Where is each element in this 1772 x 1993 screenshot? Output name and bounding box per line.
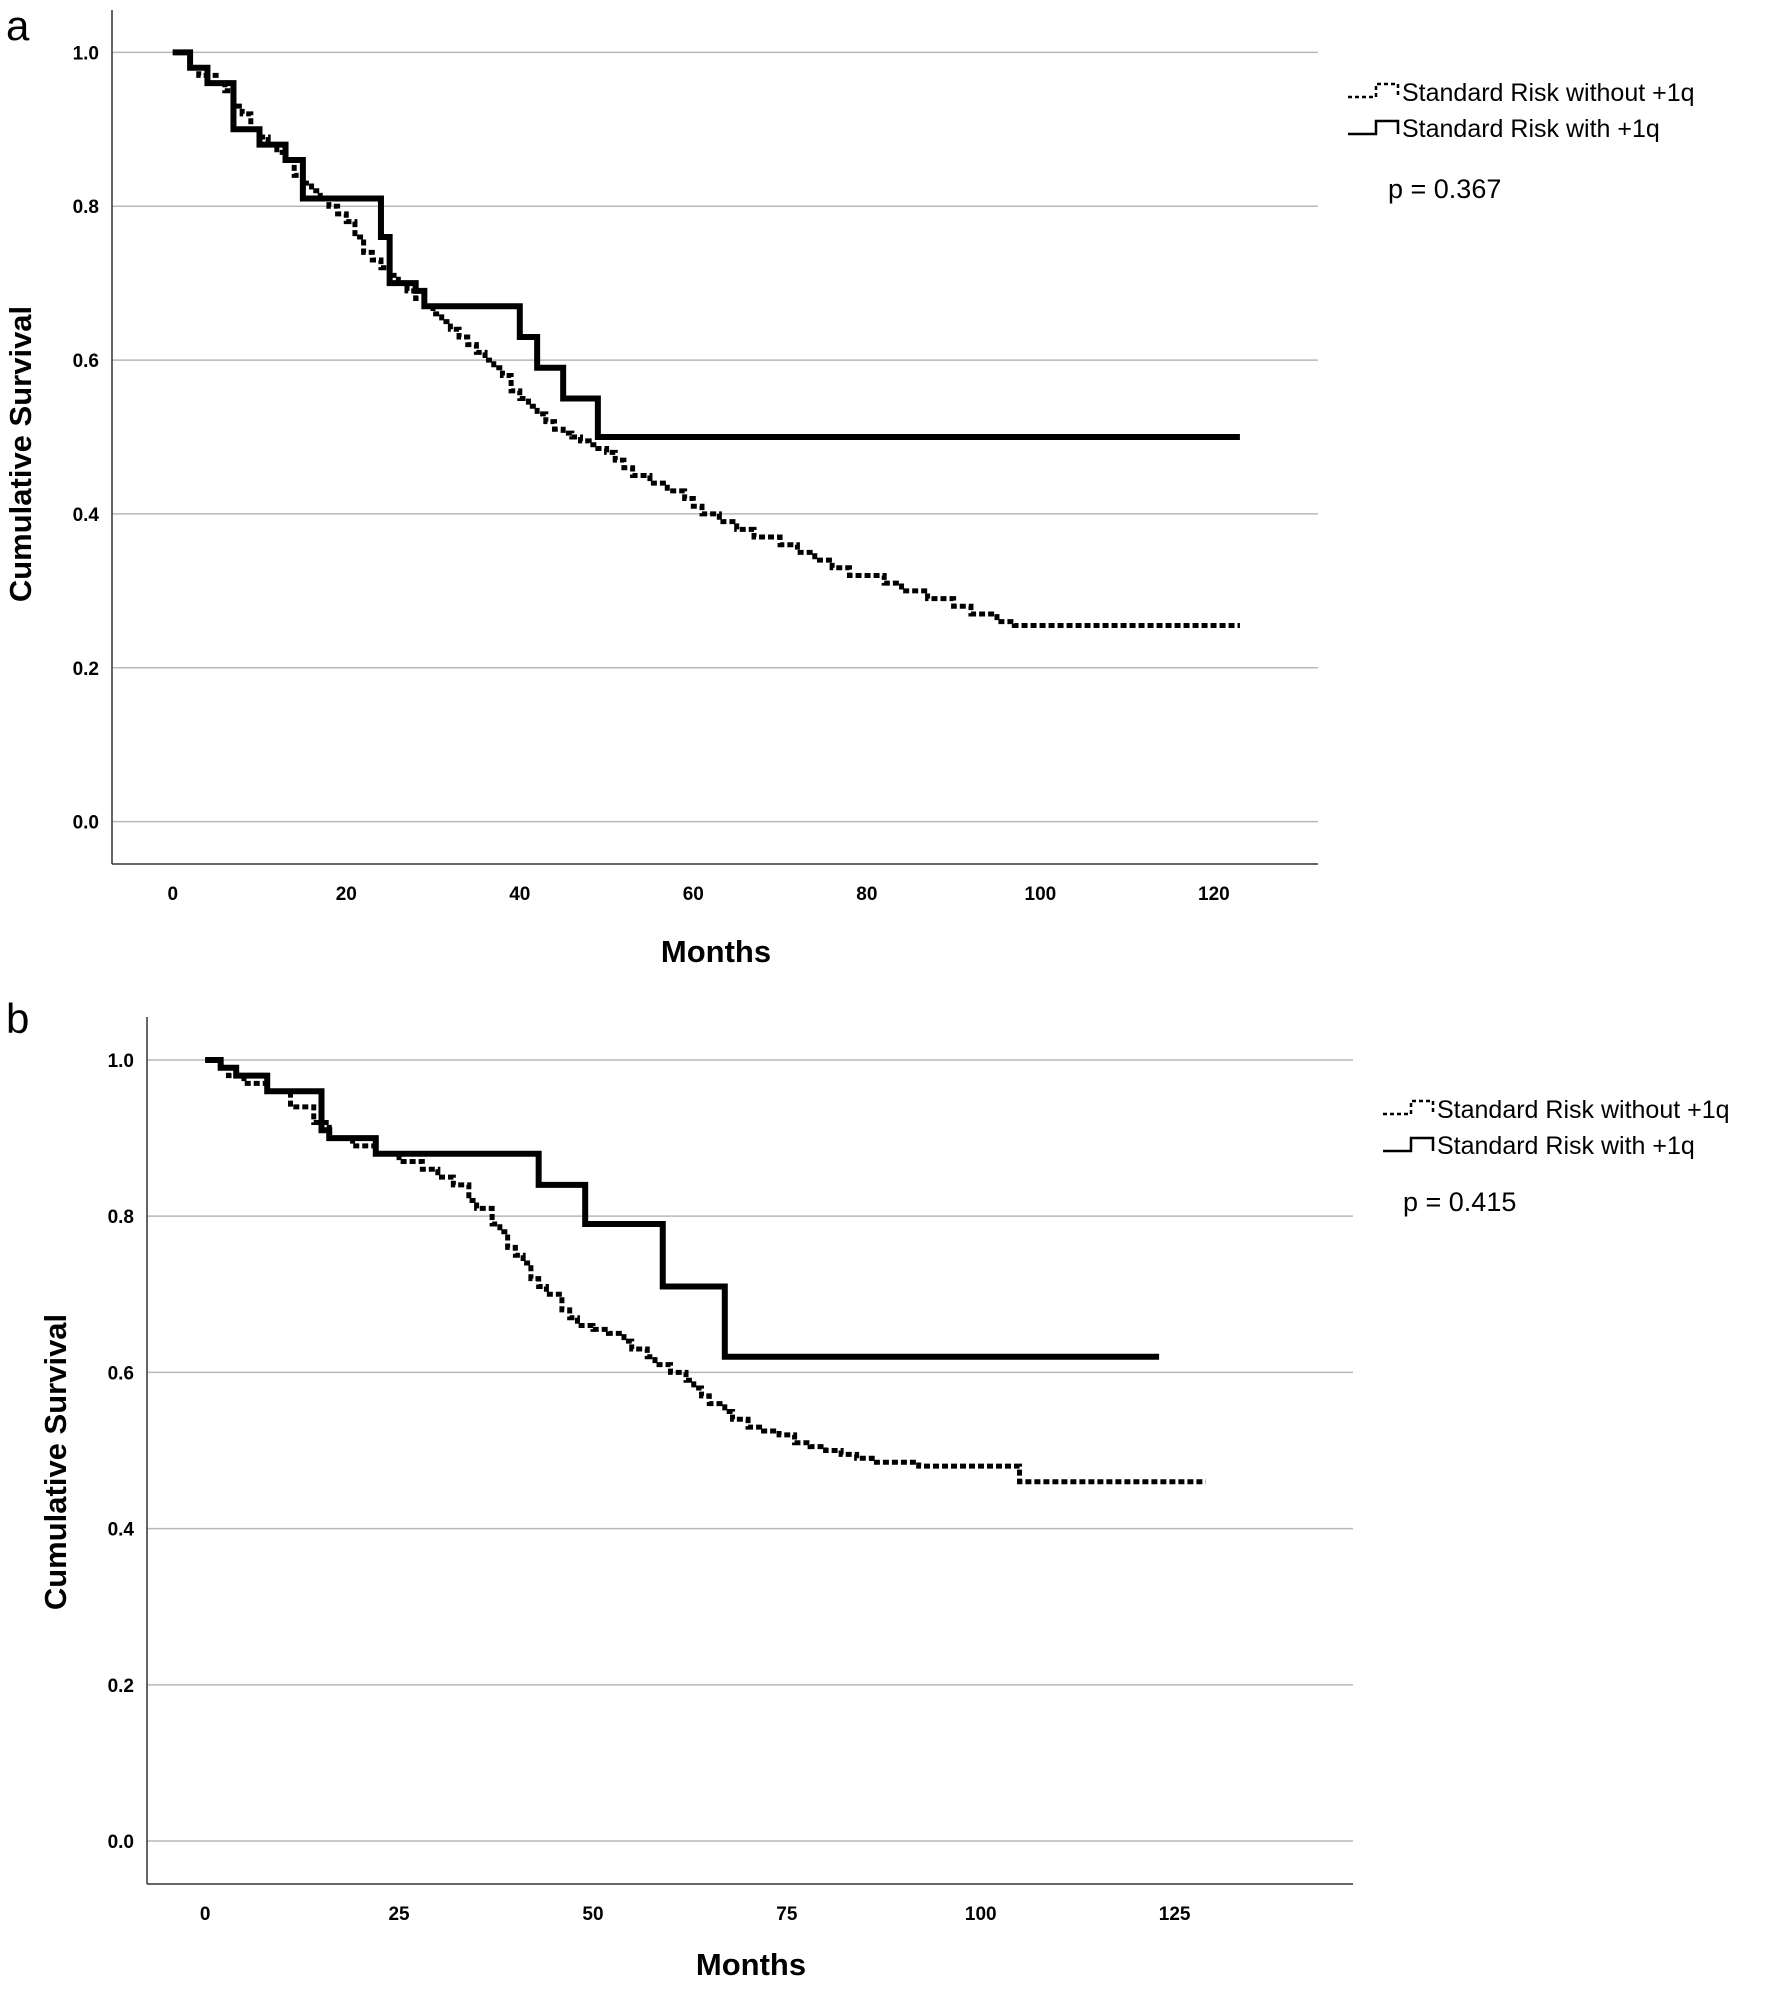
y-tick-label: 1.0 [108, 1051, 134, 1072]
legend-dashed-swatch-icon [1383, 1099, 1435, 1116]
y-tick-label: 0.2 [108, 1676, 134, 1697]
curve-with-1q [205, 1056, 1160, 1360]
legend-label-without: Standard Risk without +1q [1402, 79, 1695, 107]
y-tick-label: 0.8 [73, 197, 99, 218]
p-value: p = 0.415 [1403, 1187, 1516, 1217]
curve-without-1q [172, 49, 1240, 628]
x-tick-label: 0 [200, 1904, 211, 1925]
x-ticks: 0 25 50 75 100 125 [200, 1904, 1191, 1925]
legend-solid-swatch-icon [1348, 119, 1400, 136]
legend: Standard Risk without +1q Standard Risk … [1348, 79, 1695, 143]
y-tick-label: 0.4 [108, 1520, 135, 1541]
x-tick-label: 25 [388, 1904, 410, 1925]
panel-a: a 0.0 0.2 0.4 0.6 0.8 1.0 0 20 40 60 80 100 120 Cum… [3, 2, 1695, 969]
legend-solid-swatch-icon [1383, 1136, 1435, 1153]
x-tick-label: 50 [582, 1904, 603, 1925]
x-axis-title: Months [696, 1947, 806, 1982]
panel-b: b 0.0 0.2 0.4 0.6 0.8 1.0 0 25 50 75 100 125 Cumul… [6, 995, 1730, 1982]
panel-label: a [6, 2, 30, 49]
x-axis-title: Months [661, 934, 771, 969]
x-tick-label: 20 [336, 884, 357, 905]
x-tick-label: 100 [965, 1904, 997, 1925]
y-tick-label: 0.2 [73, 659, 99, 680]
y-ticks: 0.0 0.2 0.4 0.6 0.8 1.0 [108, 1051, 135, 1853]
y-tick-label: 1.0 [73, 43, 99, 64]
x-tick-label: 100 [1025, 884, 1057, 905]
y-tick-label: 0.0 [108, 1832, 134, 1853]
legend-label-with: Standard Risk with +1q [1437, 1132, 1695, 1160]
x-tick-label: 60 [683, 884, 704, 905]
survival-curves [172, 49, 1240, 628]
x-tick-label: 0 [167, 884, 178, 905]
p-value: p = 0.367 [1388, 174, 1501, 204]
curve-without-1q [205, 1057, 1206, 1485]
y-ticks: 0.0 0.2 0.4 0.6 0.8 1.0 [73, 43, 100, 833]
x-tick-label: 125 [1159, 1904, 1191, 1925]
y-axis-title: Cumulative Survival [38, 1314, 73, 1610]
y-tick-label: 0.0 [73, 813, 99, 834]
x-tick-label: 120 [1198, 884, 1230, 905]
gridlines [147, 1059, 1353, 1842]
y-axis-title: Cumulative Survival [3, 306, 38, 602]
legend-label-with: Standard Risk with +1q [1402, 115, 1660, 143]
y-tick-label: 0.6 [73, 351, 99, 372]
axes [111, 10, 1318, 865]
y-tick-label: 0.6 [108, 1363, 134, 1384]
legend-dashed-swatch-icon [1348, 82, 1400, 99]
legend: Standard Risk without +1q Standard Risk … [1383, 1096, 1730, 1160]
curve-with-1q [172, 49, 1240, 440]
x-tick-label: 80 [856, 884, 877, 905]
x-tick-label: 40 [509, 884, 530, 905]
survival-curves [205, 1056, 1206, 1485]
axes [146, 1017, 1353, 1885]
panel-label: b [6, 995, 29, 1042]
y-tick-label: 0.8 [108, 1207, 134, 1228]
x-tick-label: 75 [776, 1904, 798, 1925]
x-ticks: 0 20 40 60 80 100 120 [167, 884, 1229, 905]
y-tick-label: 0.4 [73, 505, 100, 526]
legend-label-without: Standard Risk without +1q [1437, 1096, 1730, 1124]
